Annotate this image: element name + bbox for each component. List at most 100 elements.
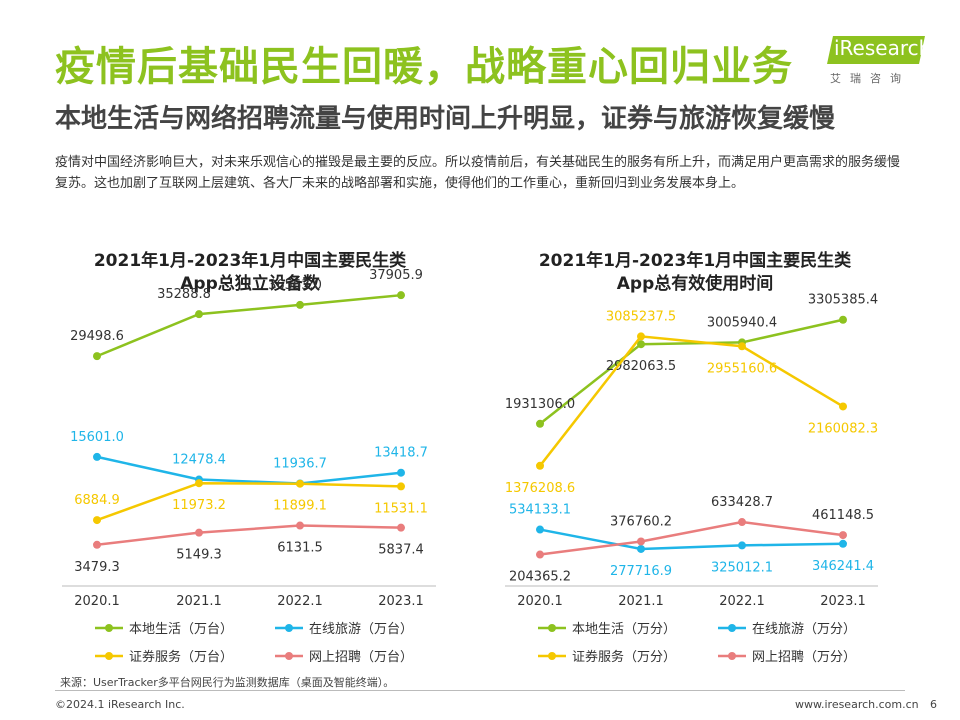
chart1-legend-label: 网上招聘（万台） <box>309 650 413 665</box>
chart2-data-label: 376760.2 <box>610 514 672 529</box>
chart1-data-label: 13418.7 <box>374 446 428 461</box>
chart2-data-point <box>536 525 544 534</box>
chart2-data-label: 3005940.4 <box>707 315 777 330</box>
chart2-data-point <box>637 544 645 553</box>
chart2-data-label: 1376208.6 <box>505 481 575 496</box>
chart2-data-label: 346241.4 <box>812 559 874 574</box>
chart1-data-point <box>195 310 203 319</box>
chart1-data-label: 11531.1 <box>374 501 428 516</box>
chart1-data-point <box>397 482 405 491</box>
chart1-legend-marker <box>285 652 293 660</box>
chart1-data-label: 15601.0 <box>70 430 124 445</box>
chart2-legend-marker <box>728 652 736 660</box>
chart1-data-point <box>93 452 101 461</box>
website-link[interactable]: www.iresearch.com.cn <box>795 698 919 711</box>
chart2-title-line1: 2021年1月-2023年1月中国主要民生类 <box>538 251 852 271</box>
iresearch-logo: iResearch 艾瑞咨询 <box>826 30 931 90</box>
chart2-legend-label: 网上招聘（万分） <box>752 650 856 665</box>
page-number: 6 <box>930 698 937 711</box>
chart1-data-label: 11899.1 <box>273 499 327 514</box>
chart1-title: 2021年1月-2023年1月中国主要民生类 App总独立设备数 <box>60 250 440 296</box>
chart2-x-tick-label: 2021.1 <box>618 594 664 609</box>
chart1-data-label: 11936.7 <box>273 456 327 471</box>
chart2-series-line <box>539 318 844 425</box>
chart1-series-line <box>96 481 402 522</box>
chart2-data-label: 461148.5 <box>812 508 874 523</box>
chart2-data-point <box>637 537 645 546</box>
chart2-data-point <box>536 461 544 470</box>
chart2-data-label: 3305385.4 <box>808 293 878 308</box>
chart2-data-point <box>839 531 847 540</box>
chart2-x-tick-label: 2023.1 <box>820 594 866 609</box>
chart1-data-label: 3479.3 <box>74 560 120 575</box>
chart2-data-label: 633428.7 <box>711 495 773 510</box>
chart2-legend-marker <box>548 652 556 660</box>
chart2-data-label: 277716.9 <box>610 564 672 579</box>
chart1-title-line1: 2021年1月-2023年1月中国主要民生类 <box>93 251 407 271</box>
chart2-legend-label: 证券服务（万分） <box>572 649 676 665</box>
chart1-x-tick-label: 2021.1 <box>176 594 222 609</box>
chart1-data-point <box>93 540 101 549</box>
chart1-legend-label: 本地生活（万台） <box>129 622 233 637</box>
chart2-series-line <box>539 520 844 556</box>
chart2-data-label: 2955160.6 <box>707 361 777 376</box>
chart1-data-label: 36563.0 <box>268 278 322 293</box>
chart1-x-tick-label: 2022.1 <box>277 594 323 609</box>
chart2-data-point <box>738 342 746 351</box>
chart2-legend-label: 本地生活（万分） <box>572 622 676 637</box>
chart1-data-label: 37905.9 <box>369 268 423 283</box>
chart2-data-point <box>839 315 847 324</box>
intro-paragraph: 疫情对中国经济影响巨大，对未来乐观信心的摧毁是最主要的反应。所以疫情前后，有关基… <box>55 155 901 191</box>
chart1-title-line2: App总独立设备数 <box>180 274 320 294</box>
chart2-data-label: 2160082.3 <box>808 421 878 436</box>
logo-cn-text: 艾瑞咨询 <box>830 72 910 85</box>
chart2-data-label: 2982063.5 <box>606 359 676 374</box>
chart2-x-tick-label: 2022.1 <box>719 594 765 609</box>
chart1-data-point <box>296 521 304 530</box>
chart1-legend-marker <box>285 624 293 632</box>
chart1-data-point <box>296 479 304 488</box>
chart1-x-tick-label: 2023.1 <box>378 594 424 609</box>
chart2-data-point <box>536 550 544 559</box>
chart1-data-label: 35288.8 <box>157 287 211 302</box>
logo-text: iResearch <box>834 36 932 60</box>
chart2-data-label: 534133.1 <box>509 503 571 518</box>
chart1-data-label: 29498.6 <box>70 329 124 344</box>
chart2-data-point <box>536 419 544 428</box>
chart1-plot: 2020.1 2021.1 2022.1 2023.1 29498.6 35288.8 36… <box>62 268 436 665</box>
source-note: 来源：UserTracker多平台网民行为监测数据库（桌面及智能终端）。 <box>60 676 395 689</box>
chart2-data-point <box>738 541 746 550</box>
chart2-series-line <box>539 528 844 551</box>
chart1-data-label: 11973.2 <box>172 498 226 513</box>
chart2-data-label: 1931306.0 <box>505 397 575 412</box>
chart2-legend-marker <box>728 624 736 632</box>
chart2-data-label: 3085237.5 <box>606 309 676 324</box>
chart2-data-point <box>839 402 847 411</box>
chart1-legend-marker <box>105 652 113 660</box>
chart1-data-label: 5149.3 <box>176 548 222 563</box>
chart1-data-label: 12478.4 <box>172 453 226 468</box>
chart1-data-point <box>195 479 203 488</box>
chart2-data-point <box>637 340 645 349</box>
chart1-legend-label: 在线旅游（万台） <box>309 622 413 637</box>
copyright: ©2024.1 iResearch Inc. <box>55 698 185 711</box>
chart2-title-line2: App总有效使用时间 <box>616 274 774 294</box>
chart2-data-point <box>738 518 746 527</box>
chart1-x-tick-label: 2020.1 <box>74 594 120 609</box>
chart2-series-line <box>539 335 844 467</box>
chart1-legend-label: 证券服务（万台） <box>129 649 233 665</box>
chart1-data-point <box>93 352 101 361</box>
chart2-data-point <box>637 332 645 341</box>
page-title: 疫情后基础民生回暖，战略重心回归业务 <box>55 44 793 90</box>
chart1-legend-marker <box>105 624 113 632</box>
chart1-data-point <box>296 300 304 309</box>
chart1-series-line <box>96 293 402 358</box>
chart1-data-point <box>195 528 203 537</box>
chart1-data-label: 6131.5 <box>277 541 323 556</box>
chart2-data-point <box>839 539 847 548</box>
chart1-series-line <box>96 455 402 485</box>
chart1-data-label: 6884.9 <box>74 493 120 508</box>
chart1-data-label: 5837.4 <box>378 543 424 558</box>
chart2-title: 2021年1月-2023年1月中国主要民生类 App总有效使用时间 <box>505 250 885 296</box>
